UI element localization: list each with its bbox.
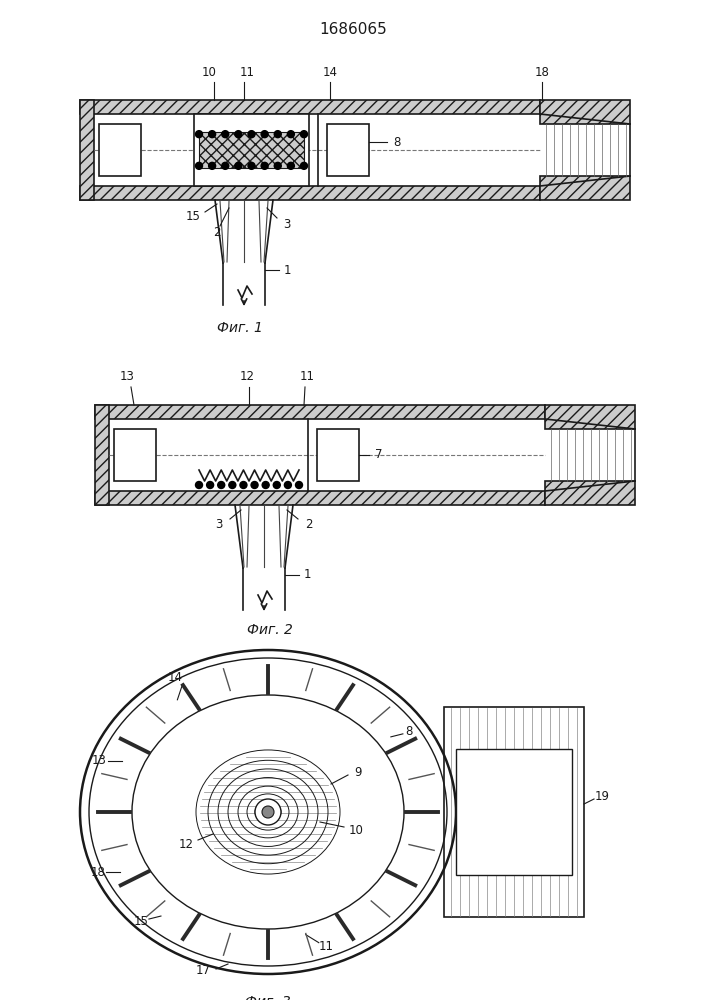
Text: 2: 2 <box>214 226 221 238</box>
Circle shape <box>296 482 303 488</box>
Circle shape <box>287 131 294 138</box>
Bar <box>456 749 572 875</box>
Bar <box>80 186 540 200</box>
Text: 15: 15 <box>185 210 201 223</box>
Bar <box>444 707 584 917</box>
Text: 14: 14 <box>168 671 183 684</box>
Text: 10: 10 <box>349 824 363 836</box>
Circle shape <box>261 131 268 138</box>
Text: 15: 15 <box>134 915 148 928</box>
Circle shape <box>262 482 269 488</box>
Text: 1: 1 <box>303 568 311 582</box>
Circle shape <box>262 806 274 818</box>
Circle shape <box>300 162 308 169</box>
Bar <box>80 100 94 200</box>
Text: 12: 12 <box>178 838 194 850</box>
Bar <box>95 405 109 505</box>
Circle shape <box>248 162 255 169</box>
Text: 11: 11 <box>318 940 333 953</box>
Text: Фиг. 3: Фиг. 3 <box>245 995 291 1000</box>
Text: 11: 11 <box>300 370 315 383</box>
Text: 12: 12 <box>240 370 255 383</box>
Bar <box>545 481 635 505</box>
Bar <box>540 176 630 200</box>
Circle shape <box>229 482 236 488</box>
Text: 9: 9 <box>354 766 362 778</box>
Circle shape <box>235 131 242 138</box>
Bar <box>327 124 369 176</box>
Text: 2: 2 <box>305 518 312 532</box>
Circle shape <box>196 482 202 488</box>
Bar <box>194 114 309 186</box>
Bar <box>540 100 630 124</box>
Circle shape <box>251 482 258 488</box>
Circle shape <box>274 162 281 169</box>
Text: 19: 19 <box>595 790 609 804</box>
Text: Фиг. 2: Фиг. 2 <box>247 623 293 637</box>
Bar <box>199 132 304 168</box>
Text: Фиг. 1: Фиг. 1 <box>217 321 263 335</box>
Text: 14: 14 <box>322 66 337 79</box>
Circle shape <box>287 162 294 169</box>
Bar <box>95 491 545 505</box>
Circle shape <box>196 162 202 169</box>
Circle shape <box>255 799 281 825</box>
Circle shape <box>222 162 229 169</box>
Text: 13: 13 <box>119 370 134 383</box>
Circle shape <box>248 131 255 138</box>
Text: 7: 7 <box>375 448 382 462</box>
Circle shape <box>196 131 202 138</box>
Bar <box>80 100 540 114</box>
Text: 11: 11 <box>240 66 255 79</box>
Circle shape <box>300 131 308 138</box>
Circle shape <box>209 162 216 169</box>
Text: 13: 13 <box>92 754 107 767</box>
Circle shape <box>206 482 214 488</box>
Text: 8: 8 <box>405 725 413 738</box>
Circle shape <box>235 162 242 169</box>
Text: 18: 18 <box>534 66 549 79</box>
Circle shape <box>218 482 225 488</box>
Circle shape <box>240 482 247 488</box>
Text: 3: 3 <box>284 218 291 231</box>
Circle shape <box>261 162 268 169</box>
Bar <box>114 429 156 481</box>
Bar <box>95 405 545 419</box>
Circle shape <box>222 131 229 138</box>
Text: 1: 1 <box>284 263 291 276</box>
Text: 1686065: 1686065 <box>319 22 387 37</box>
Bar <box>317 429 359 481</box>
Text: 3: 3 <box>216 518 223 532</box>
Text: 17: 17 <box>196 964 211 978</box>
Bar <box>545 405 635 429</box>
Text: 18: 18 <box>90 866 106 879</box>
Circle shape <box>284 482 291 488</box>
Circle shape <box>209 131 216 138</box>
Text: 10: 10 <box>201 66 216 79</box>
Text: 8: 8 <box>393 135 401 148</box>
Circle shape <box>274 482 280 488</box>
Circle shape <box>274 131 281 138</box>
Bar <box>99 124 141 176</box>
